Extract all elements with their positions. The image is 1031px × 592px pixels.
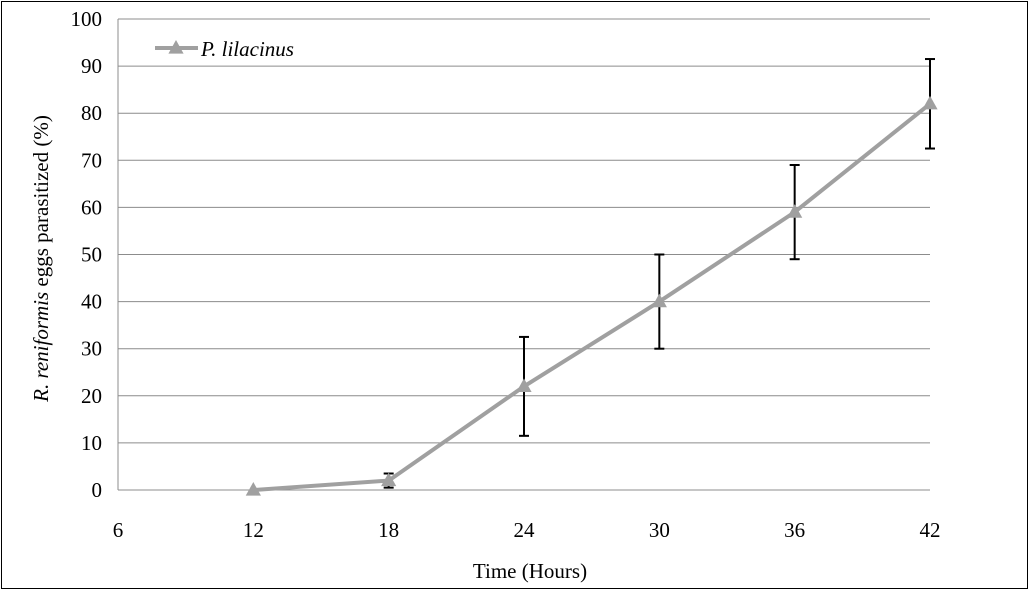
x-tick-label: 42 [920, 518, 941, 542]
error-bars [383, 58, 935, 489]
legend-label: P. lilacinus [200, 37, 294, 61]
x-tick-label: 24 [514, 518, 536, 542]
y-tick-label: 10 [81, 431, 102, 455]
x-tick-label: 36 [784, 518, 805, 542]
x-tick-labels: 6 12 18 24 30 36 42 [113, 518, 941, 542]
data-point-marker [787, 204, 803, 218]
series-layer [245, 95, 938, 496]
y-tick-label: 50 [81, 243, 102, 267]
y-axis-title-part: R. reniformis [29, 292, 53, 403]
data-point-marker [651, 293, 667, 308]
y-tick-label: 80 [81, 101, 102, 125]
x-axis-title: Time (Hours) [473, 559, 587, 583]
y-axis-title-part: eggs parasitized (%) [29, 115, 53, 292]
y-tick-label: 90 [81, 54, 102, 78]
y-tick-labels: 0 10 20 30 40 50 60 70 80 90 100 [71, 7, 103, 502]
x-tick-label: 18 [378, 518, 399, 542]
series-line [253, 102, 932, 492]
y-tick-label: 20 [81, 384, 102, 408]
y-tick-label: 30 [81, 337, 102, 361]
x-tick-label: 6 [113, 518, 124, 542]
y-tick-label: 70 [81, 148, 102, 172]
x-tick-label: 30 [649, 518, 670, 542]
x-tick-label: 12 [243, 518, 264, 542]
data-point-marker [381, 472, 397, 487]
data-point-marker [516, 378, 532, 392]
y-tick-label: 60 [81, 195, 102, 219]
y-tick-label: 100 [71, 7, 103, 31]
y-tick-label: 40 [81, 290, 102, 314]
data-point-marker [245, 482, 261, 496]
legend: P. lilacinus [155, 37, 294, 61]
y-tick-label: 0 [92, 478, 103, 502]
y-axis-title: R. reniformis eggs parasitized (%) [29, 115, 53, 403]
data-point-marker [922, 95, 938, 110]
legend-triangle-marker [168, 40, 184, 54]
